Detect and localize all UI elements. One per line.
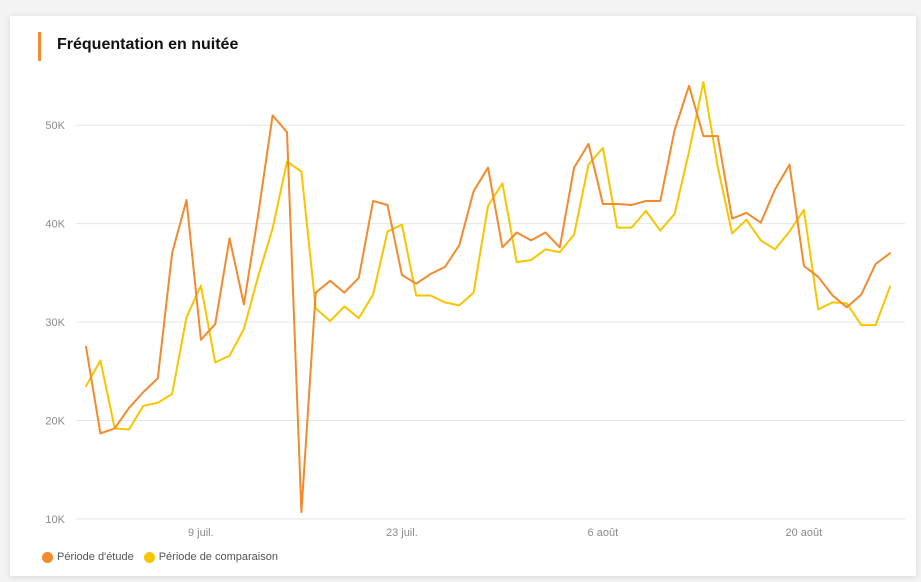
y-tick-label: 50K — [45, 120, 65, 132]
legend-label-study: Période d'étude — [57, 551, 134, 563]
series-line-comparaison — [85, 80, 891, 431]
chart-legend: Période d'étude Période de comparaison — [42, 551, 278, 563]
legend-item-study[interactable]: Période d'étude — [42, 551, 134, 563]
y-tick-label: 20K — [45, 416, 65, 428]
x-tick-label: 6 août — [588, 527, 619, 539]
legend-item-comparison[interactable]: Période de comparaison — [143, 551, 278, 563]
y-tick-label: 30K — [45, 317, 65, 329]
title-accent-bar — [38, 32, 41, 61]
legend-label-comparison: Période de comparaison — [158, 551, 278, 563]
series-line-etude — [85, 84, 891, 514]
chart-title: Fréquentation en nuitée — [57, 36, 239, 53]
y-tick-label: 40K — [45, 219, 65, 231]
x-tick-label: 20 août — [786, 527, 823, 539]
x-tick-label: 23 juil. — [386, 527, 418, 539]
line-chart: 10K 20K 30K 40K 50K 9 juil. 23 juil. 6 août 20 a… — [45, 80, 905, 539]
legend-dot-study-icon — [42, 551, 53, 563]
y-tick-label: 10K — [45, 514, 65, 526]
x-tick-label: 9 juil. — [188, 527, 214, 539]
legend-dot-comparison-icon — [143, 551, 155, 563]
chart-card: Fréquentation en nuitée 10K 20K 30K 40K 50K 9… — [10, 16, 916, 576]
